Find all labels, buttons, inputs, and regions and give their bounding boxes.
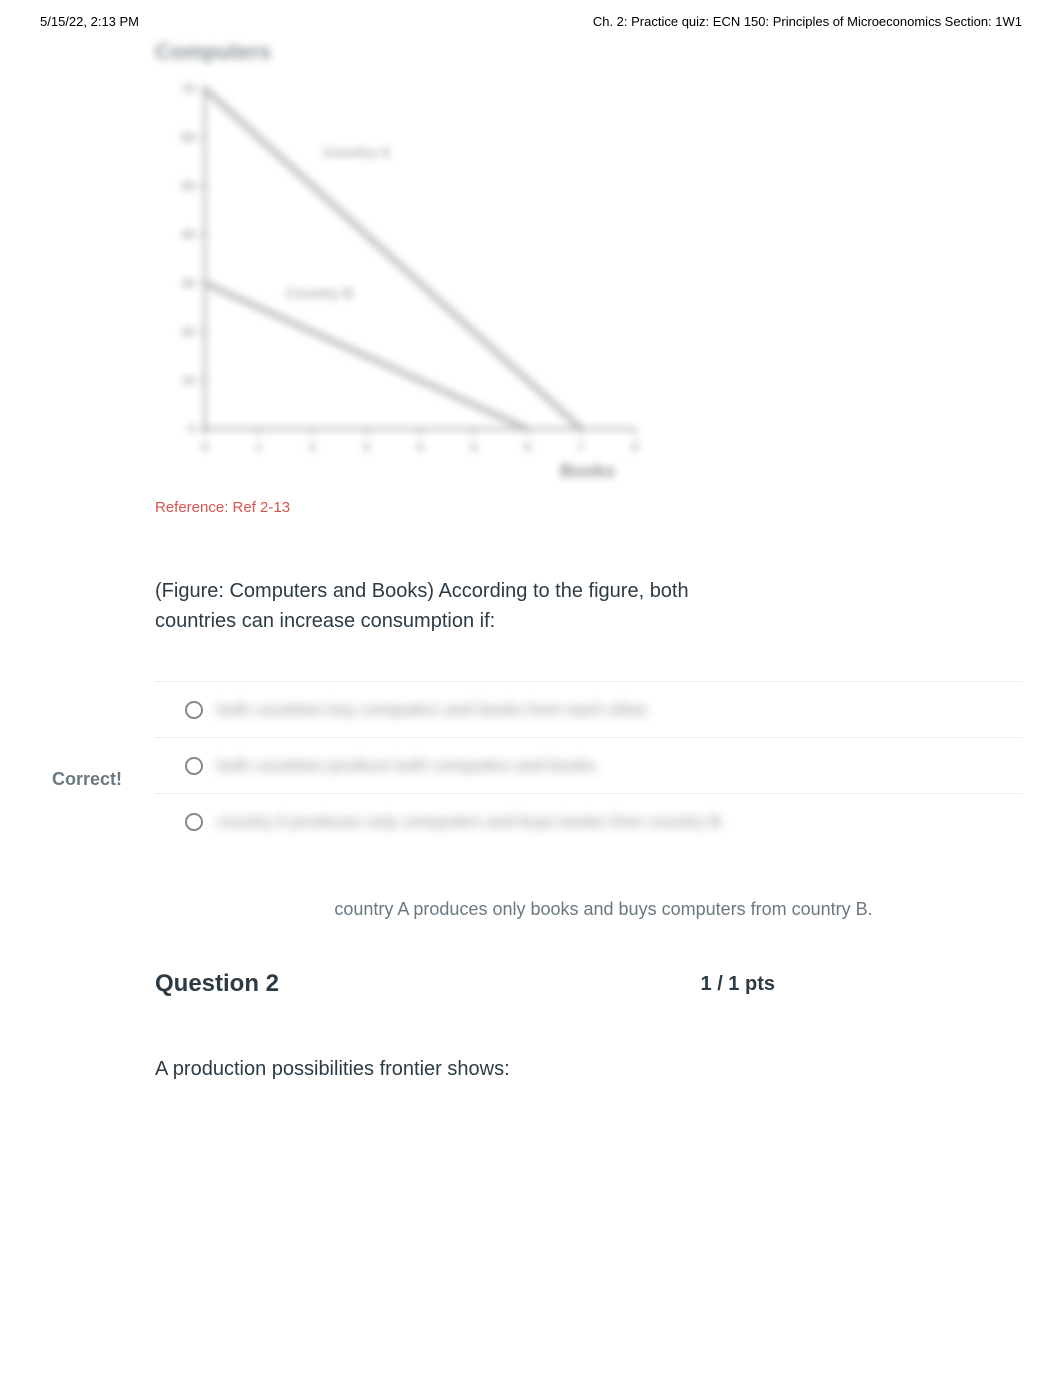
- svg-text:3: 3: [363, 440, 370, 454]
- answer-text: both countries buy computers and books f…: [217, 700, 651, 720]
- answer-text: both countries produce both computers an…: [217, 756, 600, 776]
- chart-y-axis-title: Computers: [155, 39, 795, 65]
- header-title: Ch. 2: Practice quiz: ECN 150: Principle…: [593, 14, 1022, 29]
- radio-icon: [185, 701, 203, 719]
- content: Correct! Computers 0 10 20 30 40 50 60 70 0 1 2 3 4 5…: [0, 39, 1062, 1141]
- chart-svg: 0 10 20 30 40 50 60 70 0 1 2 3 4 5 6 7 8 Country A Country…: [155, 69, 655, 489]
- svg-text:60: 60: [182, 131, 196, 145]
- ppf-chart: Computers 0 10 20 30 40 50 60 70 0 1 2 3 4 5 6 7 8 Countr…: [155, 39, 795, 489]
- question1-answers: both countries buy computers and books f…: [155, 681, 1022, 849]
- svg-text:7: 7: [578, 440, 585, 454]
- answer-row[interactable]: both countries produce both computers an…: [155, 737, 1022, 793]
- page-header: 5/15/22, 2:13 PM Ch. 2: Practice quiz: E…: [0, 0, 1062, 39]
- svg-text:4: 4: [417, 440, 424, 454]
- svg-text:0: 0: [202, 440, 209, 454]
- svg-text:10: 10: [182, 373, 196, 387]
- svg-text:50: 50: [182, 179, 196, 193]
- question2-points: 1 / 1 pts: [701, 973, 775, 996]
- svg-text:20: 20: [182, 325, 196, 339]
- svg-text:Country B: Country B: [286, 285, 354, 301]
- svg-text:Country A: Country A: [323, 144, 390, 160]
- radio-icon: [185, 813, 203, 831]
- answer-row[interactable]: country A produces only computers and bu…: [155, 793, 1022, 849]
- answer-text: country A produces only computers and bu…: [217, 812, 725, 832]
- radio-icon: [185, 757, 203, 775]
- question2-title: Question 2: [155, 970, 279, 998]
- answer-row[interactable]: both countries buy computers and books f…: [155, 681, 1022, 737]
- svg-text:0: 0: [188, 422, 195, 436]
- svg-text:Books: Books: [560, 461, 615, 481]
- question2-header: Question 2 1 / 1 pts: [155, 970, 775, 998]
- svg-text:40: 40: [182, 228, 196, 242]
- svg-text:8: 8: [632, 440, 639, 454]
- question2-text: A production possibilities frontier show…: [155, 1058, 1022, 1081]
- reference-text: Reference: Ref 2-13: [155, 499, 1022, 516]
- svg-text:30: 30: [182, 276, 196, 290]
- svg-text:5: 5: [470, 440, 477, 454]
- answer-plain: country A produces only books and buys c…: [155, 899, 1022, 920]
- correct-label: Correct!: [52, 769, 122, 790]
- svg-text:2: 2: [309, 440, 316, 454]
- svg-text:1: 1: [255, 440, 262, 454]
- question1-text: (Figure: Computers and Books) According …: [155, 576, 775, 636]
- svg-text:70: 70: [182, 82, 196, 96]
- header-timestamp: 5/15/22, 2:13 PM: [40, 14, 139, 29]
- svg-text:6: 6: [524, 440, 531, 454]
